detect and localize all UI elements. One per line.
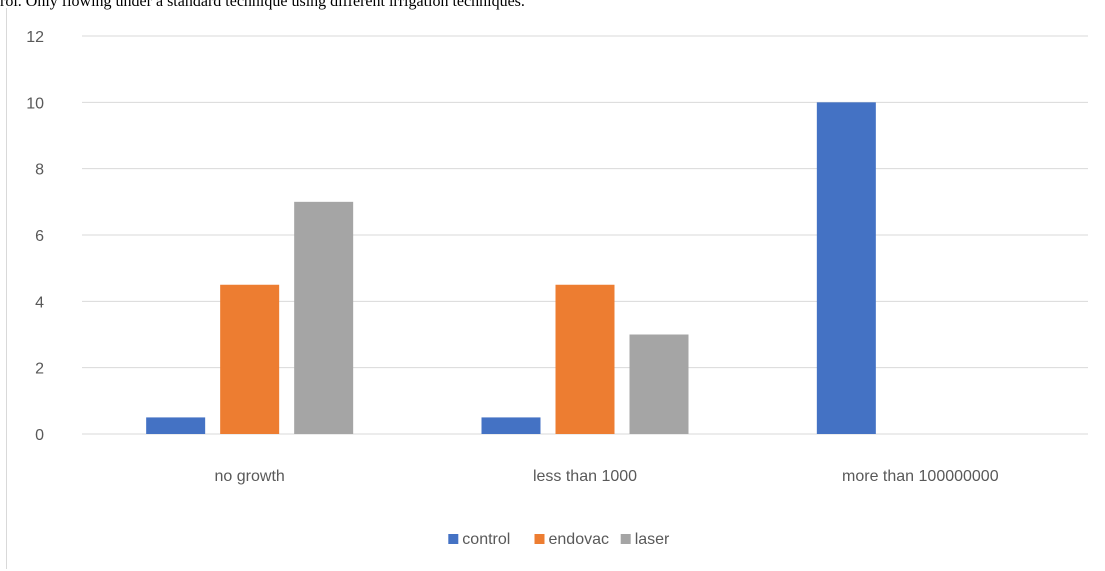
y-tick-label: 0 bbox=[35, 427, 44, 444]
y-axis-tick-labels: 0 2 4 6 8 10 12 bbox=[26, 29, 44, 444]
bar-laser bbox=[294, 201, 354, 434]
chart-frame bbox=[6, 8, 1103, 569]
x-category-label: more than 100000000 bbox=[842, 468, 999, 485]
bar-laser bbox=[629, 334, 689, 434]
bar-control bbox=[146, 417, 206, 434]
y-tick-label: 6 bbox=[35, 228, 44, 245]
y-tick-label: 10 bbox=[26, 95, 44, 112]
x-category-label: no growth bbox=[215, 468, 285, 485]
legend-label-endovac: endovac bbox=[549, 531, 610, 548]
figure-caption: rol. Only flowing under a standard techn… bbox=[0, 0, 525, 10]
bar-control bbox=[481, 417, 541, 434]
y-tick-label: 4 bbox=[35, 294, 44, 311]
bar-endovac bbox=[555, 284, 615, 434]
legend: control endovac laser bbox=[448, 531, 670, 548]
legend-swatch-endovac bbox=[534, 534, 545, 544]
legend-swatch-laser bbox=[620, 534, 631, 544]
legend-label-laser: laser bbox=[635, 531, 670, 548]
legend-swatch-control bbox=[448, 534, 459, 544]
y-tick-label: 8 bbox=[35, 162, 44, 179]
y-tick-label: 2 bbox=[35, 361, 44, 378]
y-tick-label: 12 bbox=[26, 29, 44, 46]
bar-control bbox=[816, 102, 876, 434]
bar-endovac bbox=[220, 284, 280, 434]
bars bbox=[146, 102, 876, 434]
x-axis-category-labels: no growth less than 1000 more than 1000000… bbox=[215, 468, 999, 485]
x-category-label: less than 1000 bbox=[533, 468, 637, 485]
legend-label-control: control bbox=[462, 531, 510, 548]
